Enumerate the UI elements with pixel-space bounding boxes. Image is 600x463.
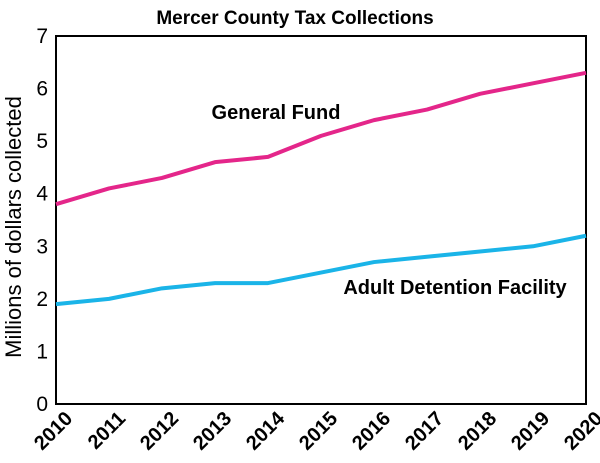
x-tick-label: 2015 <box>295 408 342 455</box>
series-label-adult-detention-facility: Adult Detention Facility <box>343 277 567 299</box>
x-tick-label: 2020 <box>560 408 600 455</box>
x-tick-label: 2018 <box>454 408 501 455</box>
y-tick-label: 7 <box>36 25 48 48</box>
y-tick-label: 4 <box>36 183 48 206</box>
y-tick-label: 1 <box>36 340 48 363</box>
x-tick-label: 2017 <box>401 408 448 455</box>
series-line-adult-detention-facility <box>55 233 587 307</box>
x-tick-label: 2014 <box>242 407 290 455</box>
series-line-general-fund <box>55 70 587 207</box>
y-tick-label: 5 <box>36 130 48 153</box>
y-tick-label: 6 <box>36 78 48 101</box>
y-axis-ticks: 0 1 2 3 4 5 6 7 <box>36 25 48 416</box>
y-tick-label: 3 <box>36 235 48 258</box>
y-axis-label: Millions of dollars collected <box>1 96 26 358</box>
x-tick-label: 2011 <box>84 408 130 454</box>
x-tick-label: 2012 <box>136 408 183 455</box>
series-lines <box>55 70 587 307</box>
y-tick-label: 2 <box>36 288 48 311</box>
chart-title: Mercer County Tax Collections <box>156 8 433 29</box>
plot-frame <box>55 35 587 405</box>
series-label-general-fund: General Fund <box>212 102 341 124</box>
x-axis-ticks: 2010 2011 2012 2013 2014 2015 2016 2017 2018 2019… <box>30 407 600 455</box>
x-tick-label: 2019 <box>507 408 554 455</box>
x-tick-label: 2013 <box>189 408 236 455</box>
x-tick-label: 2016 <box>348 408 395 455</box>
y-tick-label: 0 <box>36 393 48 416</box>
